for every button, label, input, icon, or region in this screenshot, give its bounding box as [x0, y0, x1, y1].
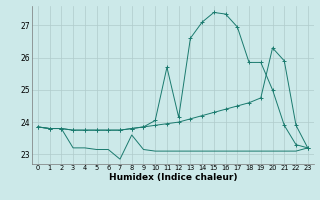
X-axis label: Humidex (Indice chaleur): Humidex (Indice chaleur): [108, 173, 237, 182]
